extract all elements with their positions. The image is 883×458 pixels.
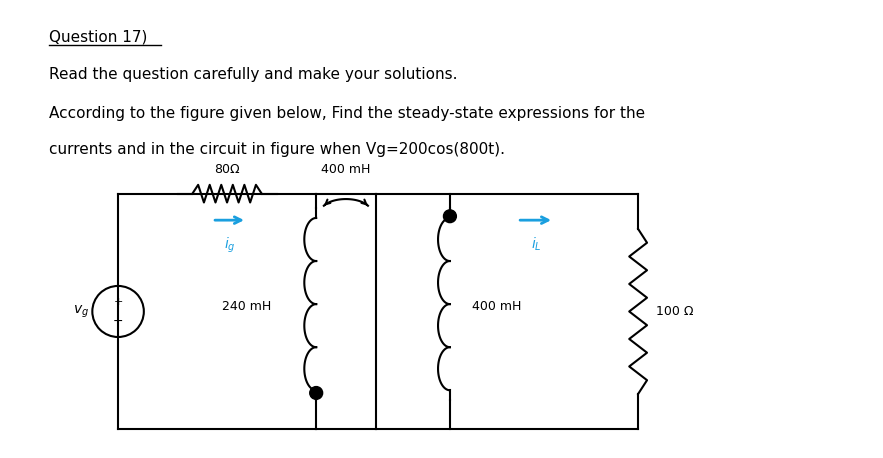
Circle shape — [443, 210, 457, 223]
Circle shape — [310, 387, 322, 399]
Text: 400 mH: 400 mH — [472, 300, 521, 313]
Text: 100 Ω: 100 Ω — [656, 305, 693, 318]
Text: 400 mH: 400 mH — [321, 163, 371, 176]
Text: $i_g$: $i_g$ — [224, 236, 236, 255]
Text: −: − — [113, 315, 124, 328]
Text: Question 17): Question 17) — [49, 29, 147, 44]
Text: 80Ω: 80Ω — [215, 163, 240, 176]
Text: 240 mH: 240 mH — [223, 300, 271, 313]
Text: $i_L$: $i_L$ — [531, 236, 541, 253]
Text: $v_g$: $v_g$ — [73, 303, 89, 320]
Text: +: + — [113, 297, 123, 307]
Text: Read the question carefully and make your solutions.: Read the question carefully and make you… — [49, 67, 457, 82]
Text: According to the figure given below, Find the steady-state expressions for the: According to the figure given below, Fin… — [49, 106, 645, 121]
Text: currents and in the circuit in figure when Vg=200cos(800t).: currents and in the circuit in figure wh… — [49, 142, 505, 158]
